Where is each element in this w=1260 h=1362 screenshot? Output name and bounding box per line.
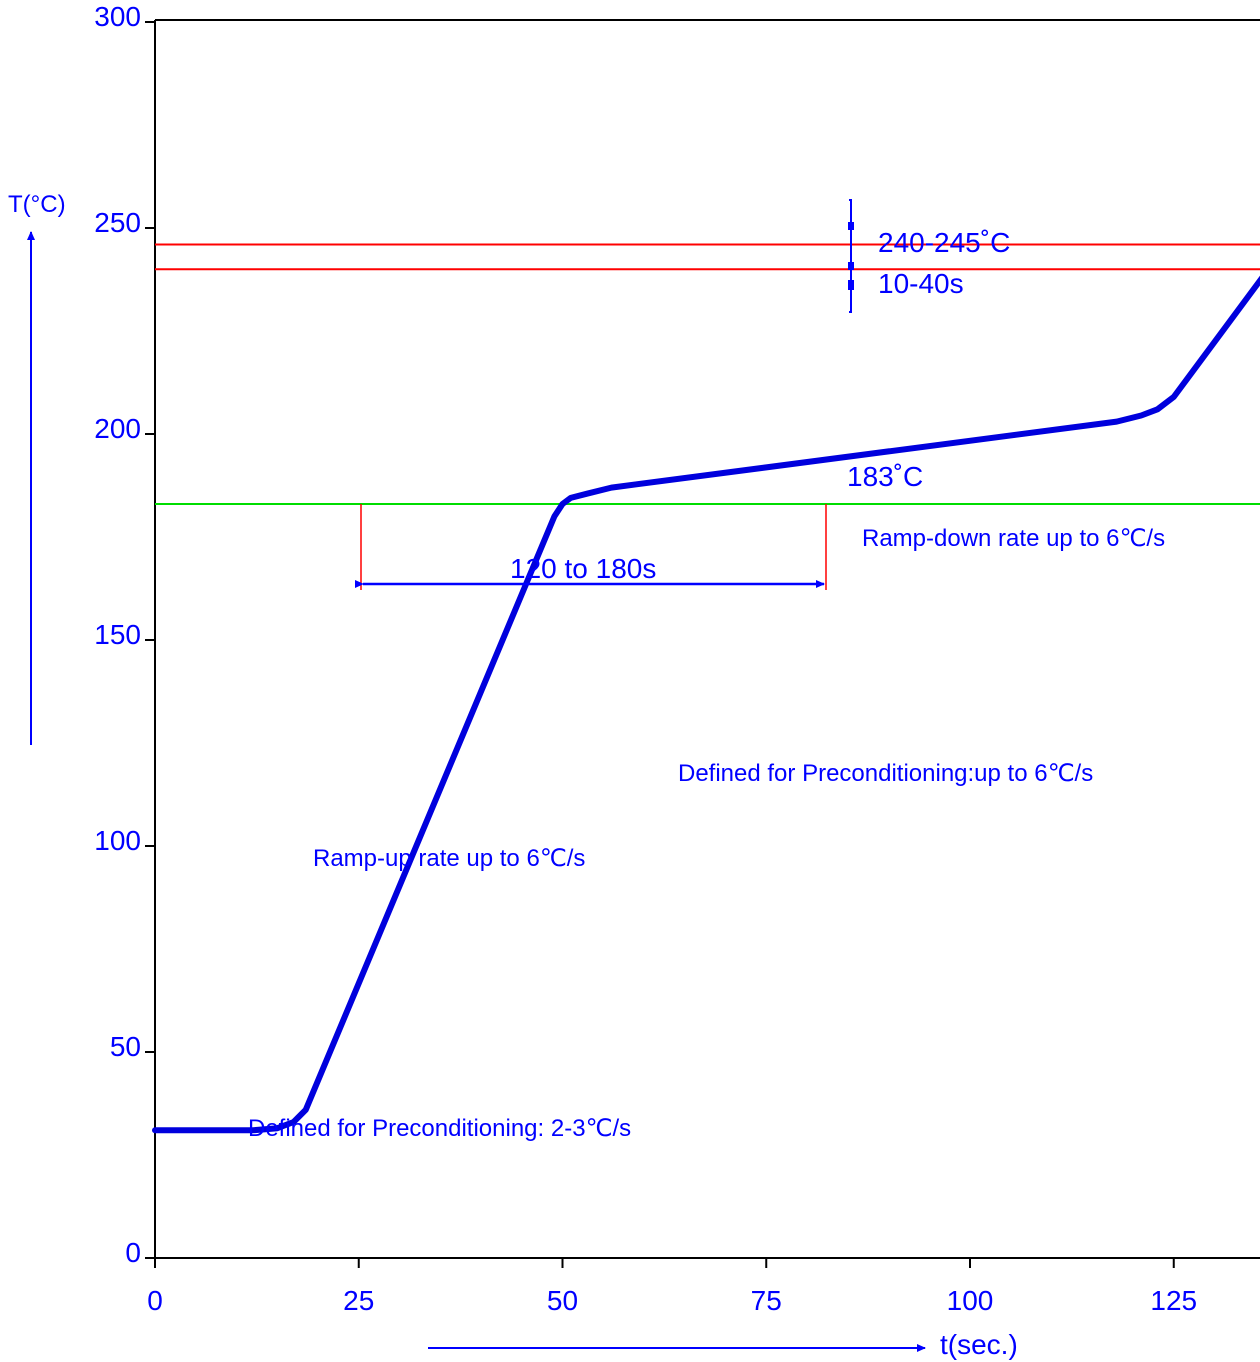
peak-bracket-tick-top: [848, 222, 854, 230]
ramp-up-annotation: Ramp-up rate up to 6℃/s: [313, 845, 585, 872]
duration-label: 120 to 180s: [510, 553, 656, 584]
x-tick-label: 50: [547, 1285, 578, 1316]
peak-temp-annotation: 240-245˚C: [878, 227, 1010, 258]
y-tick-label: 250: [94, 207, 141, 238]
liquidus-annotation: 183˚C: [847, 461, 923, 492]
series-layer: [152, 275, 1260, 1134]
peak-time-bracket: [849, 199, 852, 313]
y-axis-label: T(°C): [8, 191, 66, 218]
x-tick-label: 100: [947, 1285, 994, 1316]
precond-heat-annotation: Defined for Preconditioning: 2-3℃/s: [248, 1115, 631, 1142]
x-tick-label: 75: [751, 1285, 782, 1316]
y-tick-label: 200: [94, 413, 141, 444]
x-tick-label: 125: [1150, 1285, 1197, 1316]
peak-bracket-tick-bottom: [848, 280, 854, 290]
y-tick-label: 50: [110, 1031, 141, 1062]
peak-time-annotation: 10-40s: [878, 268, 964, 299]
reflow-profile-curve: [152, 275, 1260, 1134]
reference-lines: [155, 243, 1260, 506]
y-tick-label: 0: [125, 1237, 141, 1268]
y-tick-label: 150: [94, 619, 141, 650]
x-ticks: 0255075100125150175200225250: [147, 1258, 1197, 1316]
y-ticks: 0 50 100 150 200 250 300: [94, 1, 155, 1268]
ramp-down-annotation: Ramp-down rate up to 6℃/s: [862, 525, 1165, 552]
x-axis-label: t(sec.): [940, 1329, 1018, 1360]
precond-cool-annotation: Defined for Preconditioning:up to 6℃/s: [678, 760, 1093, 787]
y-tick-label: 300: [94, 1, 141, 32]
peak-bracket-tick-middle: [848, 262, 854, 270]
y-tick-label: 100: [94, 825, 141, 856]
x-tick-label: 0: [147, 1285, 163, 1316]
x-tick-label: 25: [343, 1285, 374, 1316]
